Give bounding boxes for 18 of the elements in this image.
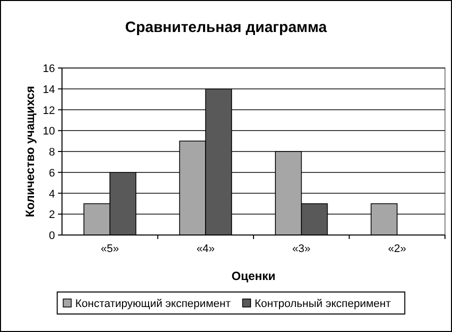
y-tick-label: 6 [48,167,55,180]
x-tick-label: «4» [196,243,215,255]
legend-label: Контрольный эксперимент [254,298,391,310]
y-tick-label: 16 [42,63,55,75]
y-tick-label: 14 [42,84,55,96]
y-tick-label: 4 [48,188,55,200]
y-axis-title: Количество учащихся [23,86,37,218]
y-tick-label: 10 [42,126,55,138]
legend-label: Констатирующий эксперимент [75,298,231,310]
y-tick-label: 8 [48,146,55,158]
x-axis-title: Оценки [231,269,276,283]
x-tick-label: «3» [292,243,311,255]
y-tick-label: 0 [48,230,55,242]
chart-title: Сравнительная диаграмма [125,19,328,36]
y-tick-label: 2 [48,209,55,222]
y-tick-label: 12 [42,104,55,117]
x-tick-label: «5» [100,243,120,255]
x-tick-label: «2» [388,243,406,255]
